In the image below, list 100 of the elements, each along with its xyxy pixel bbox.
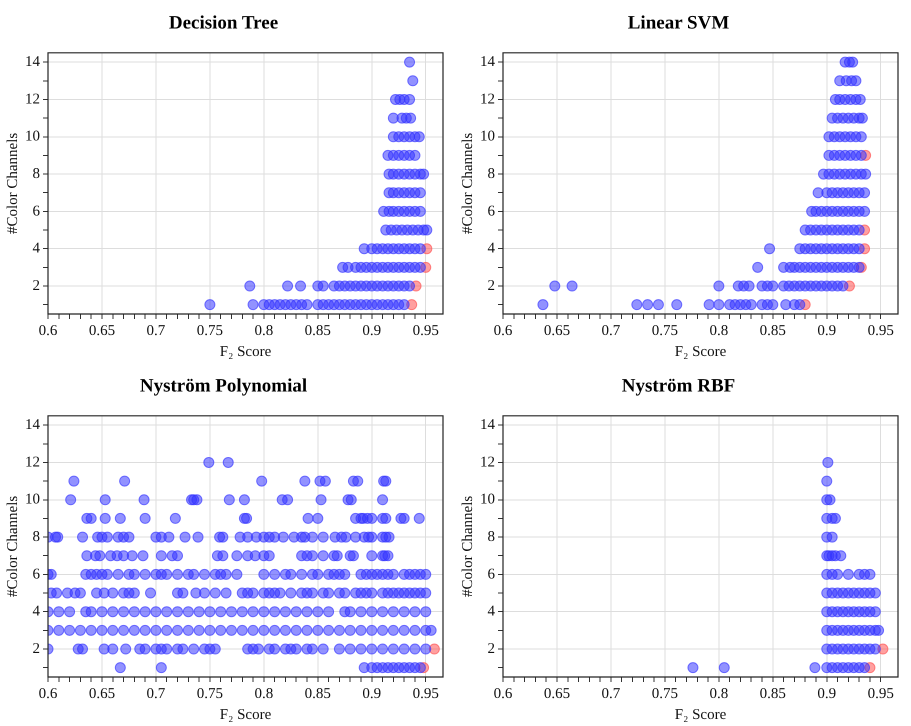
point: [118, 606, 130, 618]
point: [244, 280, 256, 292]
point: [318, 532, 329, 543]
point: [404, 280, 416, 292]
x-tick-label: 0.9: [817, 686, 836, 702]
point: [252, 644, 264, 655]
point: [123, 532, 134, 543]
point: [182, 624, 194, 636]
point: [269, 568, 280, 580]
point: [344, 644, 356, 655]
point: [366, 550, 378, 562]
point: [128, 624, 140, 636]
y-tick-label: 8: [32, 529, 40, 546]
point: [140, 624, 151, 636]
point: [398, 299, 410, 310]
point: [86, 512, 97, 524]
point: [821, 476, 832, 487]
point: [859, 206, 870, 217]
point: [161, 644, 172, 655]
point: [138, 494, 150, 506]
point: [64, 606, 76, 618]
point: [352, 476, 364, 487]
point: [420, 644, 432, 655]
point: [248, 606, 259, 618]
chart-title: Nyström Polynomial: [140, 375, 308, 396]
point: [114, 662, 126, 674]
point: [222, 456, 234, 468]
point: [140, 512, 151, 524]
point: [163, 532, 174, 543]
point: [177, 644, 188, 655]
point: [809, 662, 820, 674]
point: [382, 550, 394, 562]
point: [100, 512, 111, 524]
point: [318, 280, 329, 292]
point: [718, 662, 730, 674]
point: [355, 624, 366, 636]
point: [302, 512, 314, 524]
point: [631, 299, 642, 310]
point: [203, 456, 214, 468]
point: [318, 644, 329, 655]
y-tick-label: 12: [480, 454, 495, 470]
x-tick-label: 0.8: [254, 686, 274, 702]
point: [835, 550, 846, 562]
point: [355, 606, 366, 618]
point: [404, 94, 416, 105]
point: [824, 494, 836, 506]
point: [161, 606, 172, 618]
point: [420, 606, 432, 618]
point: [366, 512, 378, 524]
point: [53, 606, 64, 618]
point: [290, 606, 302, 618]
x-tick-label: 0.6: [494, 686, 513, 702]
point: [854, 94, 866, 105]
point: [285, 568, 296, 580]
point: [312, 624, 324, 636]
point: [340, 532, 352, 543]
x-tick-label: 0.75: [652, 686, 678, 702]
point: [274, 588, 286, 599]
point: [98, 588, 110, 599]
x-tick-label: 0.85: [304, 322, 331, 339]
point: [366, 644, 378, 655]
point: [428, 644, 440, 655]
point: [671, 299, 682, 310]
point: [856, 150, 867, 161]
point: [312, 568, 324, 580]
point: [77, 644, 88, 655]
point: [302, 606, 313, 618]
point: [150, 606, 162, 618]
point: [704, 299, 715, 310]
point: [278, 532, 289, 543]
y-axis-title: #Color Channels: [4, 496, 21, 598]
point: [414, 662, 426, 674]
point: [241, 512, 252, 524]
point: [409, 624, 420, 636]
point: [318, 550, 329, 562]
point: [86, 624, 97, 636]
point: [53, 624, 64, 636]
point: [226, 606, 237, 618]
point: [140, 606, 151, 618]
chart-title: Decision Tree: [168, 12, 278, 34]
point: [830, 512, 841, 524]
point: [339, 568, 350, 580]
point: [231, 568, 242, 580]
point: [642, 299, 654, 310]
point: [295, 280, 306, 292]
point: [238, 494, 250, 506]
point: [204, 606, 216, 618]
point: [398, 512, 410, 524]
point: [128, 588, 140, 599]
x-tick-label: 0.6: [38, 322, 58, 339]
point: [280, 624, 291, 636]
point: [842, 568, 854, 580]
point: [269, 644, 280, 655]
x-tick-label: 0.7: [146, 686, 166, 702]
point: [177, 588, 188, 599]
x-tick-label: 0.95: [412, 322, 439, 339]
y-tick-label: 6: [32, 203, 40, 220]
y-tick-label: 8: [32, 166, 40, 182]
point: [334, 644, 345, 655]
point: [282, 494, 294, 506]
